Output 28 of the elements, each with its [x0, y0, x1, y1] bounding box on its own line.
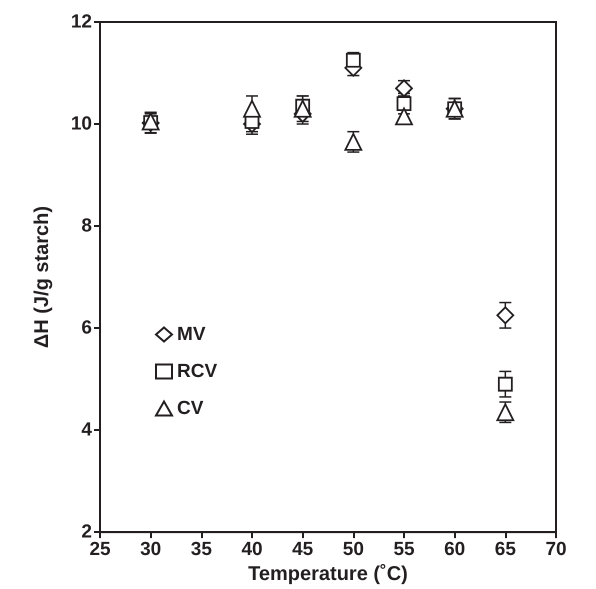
point	[395, 107, 413, 126]
x-tick-label: 25	[89, 539, 111, 560]
y-tick-label: 6	[81, 318, 92, 339]
x-tick-label: 70	[545, 539, 567, 560]
legend-label: MV	[177, 324, 206, 345]
point	[496, 306, 514, 324]
x-tick-label: 30	[140, 539, 162, 560]
y-axis-title: ΔH (J/g starch)	[31, 206, 53, 348]
point	[243, 100, 261, 118]
point	[498, 376, 513, 392]
y-tick-label: 8	[81, 216, 92, 237]
legend-label: CV	[177, 398, 204, 419]
y-tick-label: 10	[70, 114, 92, 135]
y-tick-label: 2	[81, 522, 92, 543]
x-tick-label: 40	[241, 539, 263, 560]
x-tick-label: 50	[342, 539, 364, 560]
x-tick-label: 35	[190, 539, 212, 560]
y-tick-label: 4	[81, 420, 92, 441]
point	[396, 96, 412, 112]
x-tick-label: 55	[393, 539, 415, 560]
x-tick-label: 45	[292, 539, 314, 560]
point	[496, 403, 514, 422]
x-axis-title: Temperature (˚C)	[248, 563, 408, 585]
x-tick-label: 60	[444, 539, 466, 560]
y-tick-label: 12	[70, 12, 92, 32]
x-tick-label: 65	[494, 539, 516, 560]
point	[346, 52, 361, 68]
legend-label: RCV	[177, 361, 218, 382]
